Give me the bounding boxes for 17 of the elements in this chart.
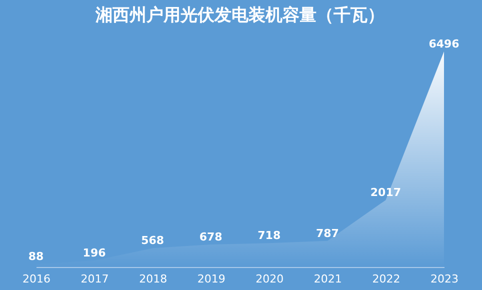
- x-tick-label: 2017: [80, 272, 109, 286]
- chart-title: 湘西州户用光伏发电装机容量（千瓦）: [94, 5, 384, 26]
- x-tick-label: 2018: [139, 272, 168, 286]
- data-label: 787: [316, 226, 339, 240]
- data-label: 6496: [428, 37, 460, 50]
- data-label: 88: [28, 250, 44, 264]
- data-label: 718: [258, 229, 281, 242]
- x-tick-label: 2023: [430, 272, 458, 286]
- data-label: 678: [199, 230, 222, 244]
- x-tick-label: 2022: [372, 272, 400, 286]
- x-tick-label: 2019: [197, 272, 226, 286]
- data-label: 2017: [370, 186, 402, 200]
- x-tick-label: 2020: [256, 272, 284, 286]
- data-label: 568: [141, 234, 164, 248]
- data-label: 196: [82, 246, 106, 260]
- x-tick-label: 2021: [314, 272, 342, 286]
- x-tick-label: 2016: [22, 272, 50, 286]
